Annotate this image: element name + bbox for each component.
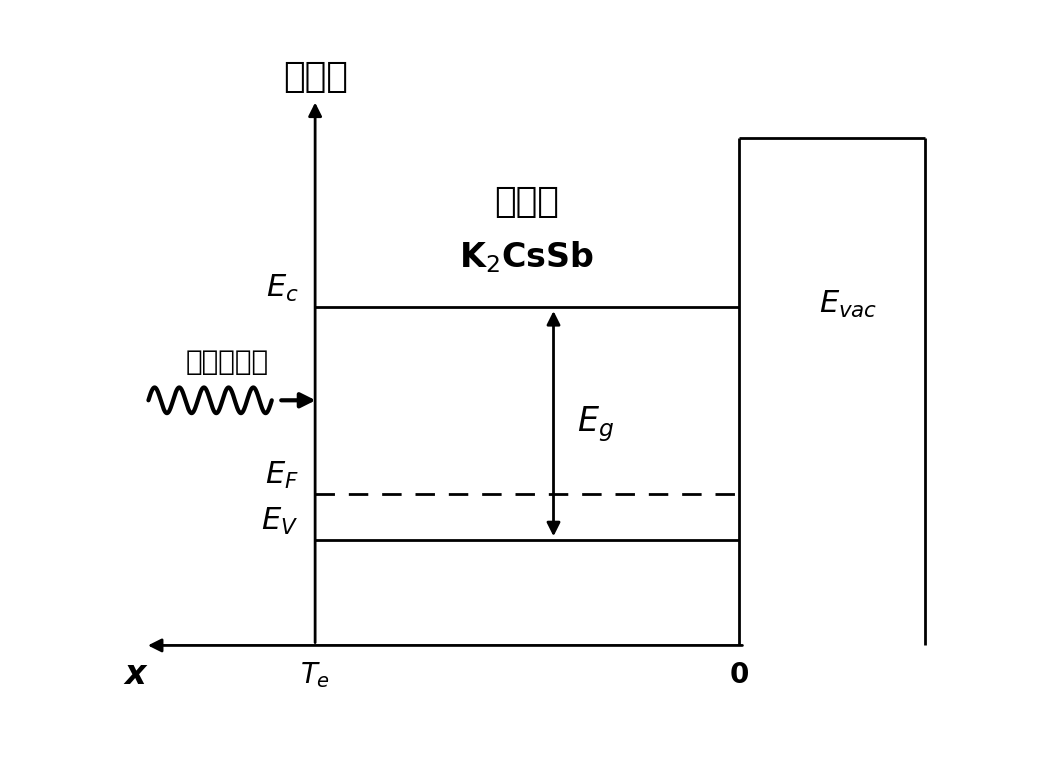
Text: 透射入射光: 透射入射光 bbox=[186, 349, 269, 377]
Text: $E_V$: $E_V$ bbox=[261, 506, 298, 537]
Text: $E_{vac}$: $E_{vac}$ bbox=[819, 289, 878, 320]
Text: K$_2$CsSb: K$_2$CsSb bbox=[460, 240, 594, 275]
Text: $T_e$: $T_e$ bbox=[300, 659, 330, 690]
Text: $E_c$: $E_c$ bbox=[266, 273, 298, 304]
Text: 后界面: 后界面 bbox=[282, 60, 348, 94]
Text: x: x bbox=[124, 658, 145, 691]
Text: $E_F$: $E_F$ bbox=[265, 459, 298, 490]
Text: $E_g$: $E_g$ bbox=[577, 404, 613, 443]
Text: $\mathbf{0}$: $\mathbf{0}$ bbox=[728, 661, 748, 688]
Text: 发射层: 发射层 bbox=[494, 185, 560, 219]
